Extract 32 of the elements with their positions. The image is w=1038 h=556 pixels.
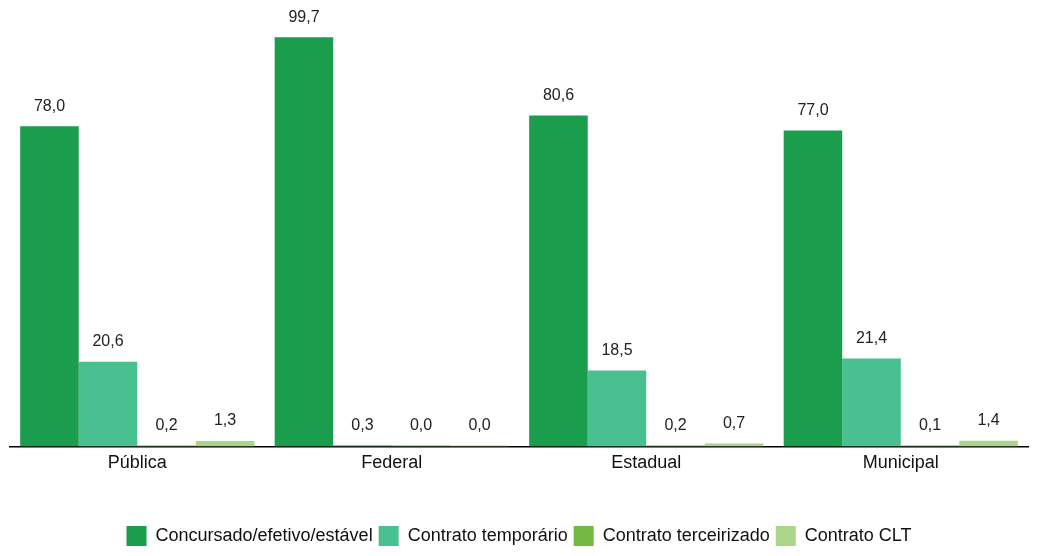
- x-tick-label: Municipal: [862, 452, 939, 473]
- data-label: 0,3: [351, 415, 374, 433]
- data-label: 1,4: [977, 411, 1000, 429]
- data-label: 80,6: [542, 86, 575, 104]
- legend-label: Contrato temporário: [407, 524, 568, 545]
- data-label: 77,0: [797, 100, 829, 118]
- data-label: 0,7: [722, 413, 746, 431]
- x-tick-label: Estadual: [611, 452, 682, 473]
- bar: [195, 441, 255, 447]
- bar: [78, 361, 138, 447]
- data-label: 0,2: [664, 415, 687, 433]
- bar: [842, 358, 901, 447]
- data-label: 1,3: [213, 411, 237, 429]
- data-label: 0,2: [155, 415, 178, 433]
- x-tick-label: Federal: [361, 452, 423, 473]
- data-label: 99,7: [288, 7, 320, 25]
- data-label: 0,1: [918, 415, 942, 433]
- legend-label: Concursado/efetivo/estável: [155, 524, 373, 545]
- data-label: 78,0: [33, 96, 66, 114]
- data-label: 18,5: [601, 340, 633, 358]
- data-label: 0,0: [468, 415, 491, 433]
- bar: [274, 37, 334, 447]
- bar: [783, 130, 843, 447]
- bar: [529, 115, 588, 447]
- data-label: 21,4: [855, 328, 888, 346]
- legend-label: Contrato terceirizado: [602, 524, 770, 545]
- legend-label: Contrato CLT: [804, 524, 912, 545]
- data-label: 20,6: [92, 332, 124, 350]
- bar: [20, 126, 79, 447]
- x-tick-label: Pública: [107, 452, 168, 473]
- data-label: 0,0: [409, 415, 433, 433]
- bar: [587, 370, 647, 447]
